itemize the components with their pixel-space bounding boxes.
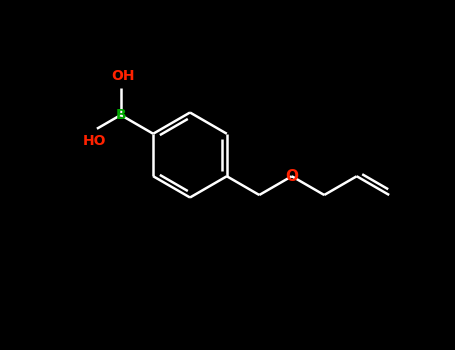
Text: B: B	[116, 108, 126, 122]
Text: O: O	[285, 169, 298, 184]
Text: OH: OH	[111, 69, 135, 83]
Text: HO: HO	[83, 134, 106, 148]
